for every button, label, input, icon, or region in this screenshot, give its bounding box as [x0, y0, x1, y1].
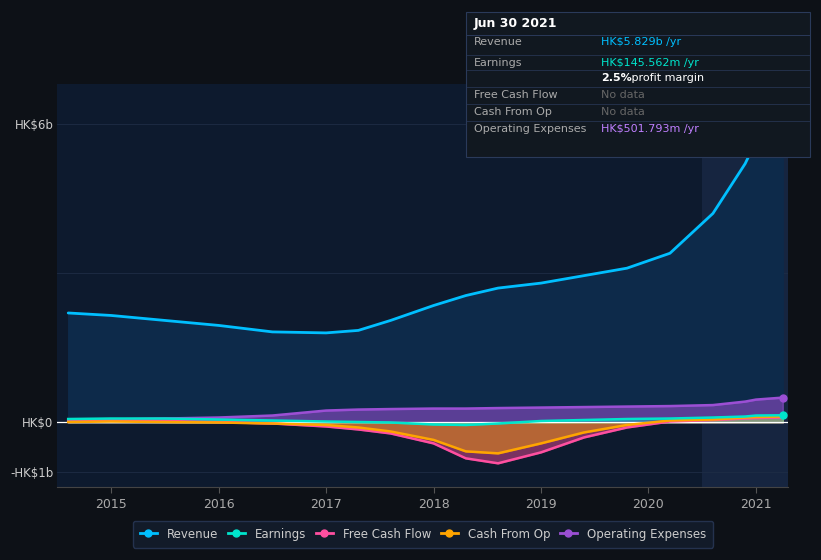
Text: HK$5.829b /yr: HK$5.829b /yr: [601, 37, 681, 47]
Text: No data: No data: [601, 107, 644, 117]
Bar: [702, 84, 799, 487]
Text: Operating Expenses: Operating Expenses: [474, 124, 586, 134]
Text: Cash From Op: Cash From Op: [474, 107, 552, 117]
Text: Jun 30 2021: Jun 30 2021: [474, 17, 557, 30]
Text: Earnings: Earnings: [474, 58, 522, 68]
Text: No data: No data: [601, 90, 644, 100]
Point: [776, 393, 789, 402]
Text: Free Cash Flow: Free Cash Flow: [474, 90, 557, 100]
Text: HK$145.562m /yr: HK$145.562m /yr: [601, 58, 699, 68]
Text: profit margin: profit margin: [628, 73, 704, 83]
Text: Revenue: Revenue: [474, 37, 522, 47]
Legend: Revenue, Earnings, Free Cash Flow, Cash From Op, Operating Expenses: Revenue, Earnings, Free Cash Flow, Cash …: [132, 521, 713, 548]
Text: 2.5%: 2.5%: [601, 73, 631, 83]
Point: [776, 411, 789, 420]
Text: HK$501.793m /yr: HK$501.793m /yr: [601, 124, 699, 134]
Point: [776, 124, 789, 133]
